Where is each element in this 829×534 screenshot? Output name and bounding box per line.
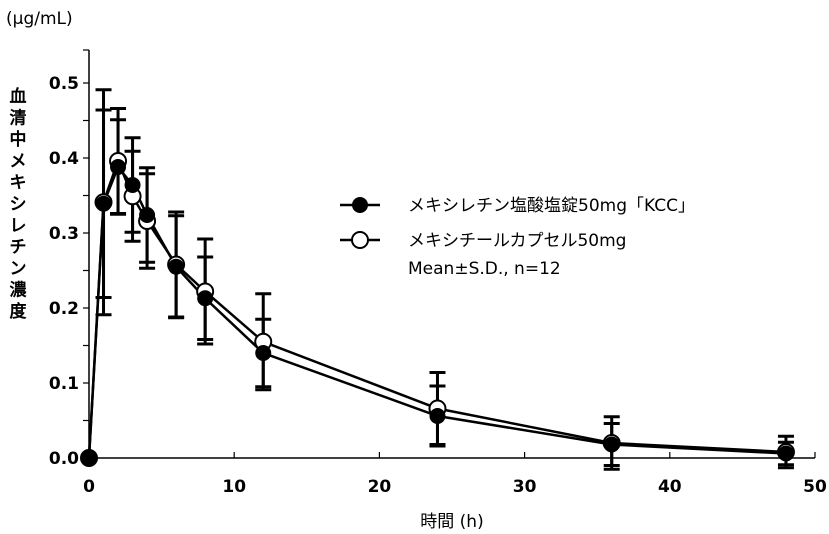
- y-axis-label-char: 中: [10, 129, 27, 150]
- legend: メキシレチン塩酸塩錠50mg「KCC」 メキシチールカプセル50mg Mean±…: [340, 196, 695, 279]
- data-point-filled: [110, 159, 127, 175]
- y-axis-label-char: 清: [10, 108, 27, 129]
- x-axis-label: 時間 (h): [420, 512, 483, 532]
- data-point-filled: [95, 195, 112, 212]
- y-axis-label-char: 血: [10, 86, 27, 107]
- data-point-filled: [124, 177, 141, 193]
- data-point-filled: [429, 408, 446, 424]
- y-axis-label-char: チ: [10, 238, 27, 258]
- data-point-filled: [255, 345, 272, 361]
- data-point-filled: [81, 450, 97, 466]
- y-axis-label-char: ン: [10, 259, 27, 279]
- y-tick-label: 0.4: [49, 149, 79, 169]
- x-tick-label: 10: [222, 477, 246, 497]
- data-point-filled: [197, 290, 214, 307]
- legend-marker-filled: [352, 197, 368, 213]
- legend-marker-open: [351, 231, 369, 249]
- data-point-filled: [777, 445, 794, 462]
- x-tick-label: 50: [803, 477, 827, 497]
- y-tick-label: 0.0: [49, 449, 79, 469]
- y-axis-label-char: 度: [10, 301, 28, 322]
- y-axis-label-char: シ: [10, 195, 27, 215]
- x-tick-label: 40: [658, 477, 682, 497]
- y-axis-label-char: キ: [10, 173, 27, 193]
- y-tick-label: 0.1: [49, 374, 79, 394]
- legend-note: Mean±S.D., n=12: [408, 259, 561, 279]
- y-axis-label-char: メ: [10, 152, 27, 172]
- axes: 0.0 0.1 0.2 0.3 0.4 0.5 0 10 20 30 40 50: [49, 49, 827, 497]
- data-point-filled: [168, 258, 185, 275]
- unit-label: (μg/mL): [6, 9, 73, 29]
- y-tick-label: 0.2: [49, 299, 79, 319]
- x-tick-label: 30: [513, 477, 537, 497]
- x-tick-label: 20: [368, 477, 392, 497]
- y-axis-label: 血清中メキシレチン濃度: [10, 86, 28, 322]
- y-axis-label-char: 濃: [10, 280, 28, 301]
- y-axis-label-char: レ: [10, 216, 27, 236]
- data-point-filled: [603, 436, 620, 453]
- data-point-filled: [139, 207, 156, 223]
- plot-area: [80, 88, 795, 471]
- y-tick-label: 0.3: [49, 224, 79, 244]
- y-tick-label: 0.5: [49, 74, 79, 94]
- x-tick-label: 0: [83, 477, 95, 497]
- legend-label-series-2: メキシチールカプセル50mg: [408, 231, 626, 251]
- legend-label-series-1: メキシレチン塩酸塩錠50mg「KCC」: [408, 196, 695, 216]
